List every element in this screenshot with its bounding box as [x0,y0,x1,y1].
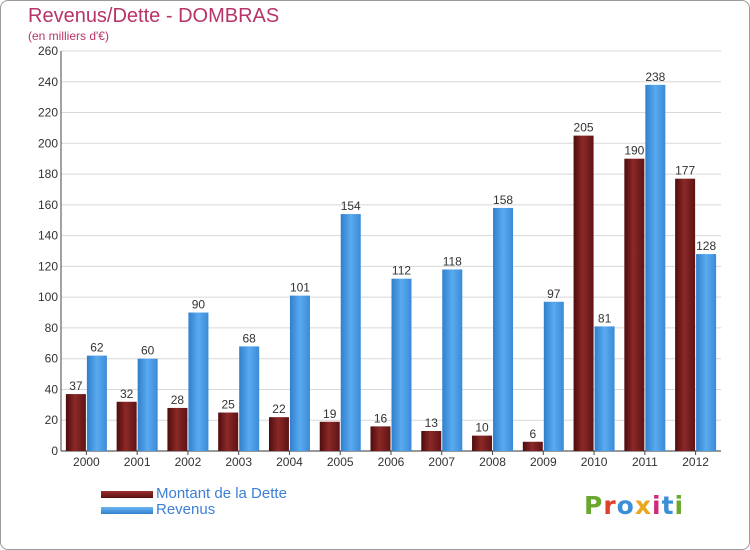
chart-subtitle: (en milliers d'€) [28,29,109,43]
bar-revenus [594,326,615,451]
logo-letter: t [661,491,675,520]
bar-dette [218,412,239,451]
x-tick-label: 2003 [225,455,252,469]
data-label: 177 [675,164,695,178]
bar-dette [522,441,543,451]
data-label: 128 [696,239,716,253]
data-label: 101 [290,281,310,295]
y-tick-label: 220 [38,106,58,120]
data-label: 13 [425,416,439,430]
bar-revenus [188,312,209,451]
data-label: 90 [192,298,206,312]
legend-label-dette: Montant de la Dette [156,485,287,502]
data-label: 81 [598,311,612,325]
x-tick-label: 2005 [327,455,354,469]
y-tick-label: 0 [51,444,58,458]
bar-revenus [137,358,158,451]
x-tick-label: 2007 [428,455,455,469]
data-label: 22 [272,402,286,416]
bar-revenus [289,295,310,451]
x-tick-label: 2010 [581,455,608,469]
y-tick-label: 200 [38,136,58,150]
x-tick-label: 2012 [682,455,709,469]
x-tick-label: 2000 [73,455,100,469]
y-tick-label: 20 [45,413,59,427]
bar-dette [370,426,391,451]
proxiti-logo: Proxiti [584,491,684,520]
data-label: 118 [443,254,462,268]
y-tick-label: 260 [38,44,58,58]
data-label: 97 [547,287,561,301]
bar-revenus [391,278,412,451]
data-label: 16 [374,411,388,425]
logo-letter: P [584,491,604,520]
data-label: 25 [222,398,236,412]
bar-revenus [696,254,717,451]
data-label: 68 [243,331,257,345]
x-tick-label: 2011 [632,455,658,469]
y-tick-label: 140 [38,229,58,243]
y-tick-label: 40 [45,382,59,396]
data-label: 6 [529,427,536,441]
bar-dette [472,435,493,451]
bar-revenus [86,355,107,451]
bar-dette [167,407,188,451]
logo-letter: o [616,491,635,520]
y-tick-label: 100 [38,290,58,304]
logo-letter: r [603,491,617,520]
data-label: 32 [120,387,134,401]
bar-revenus [645,84,666,451]
y-tick-label: 120 [38,259,58,273]
bar-revenus [493,207,514,451]
y-tick-label: 60 [45,352,59,366]
x-tick-label: 2006 [378,455,405,469]
y-tick-label: 180 [38,167,58,181]
legend-swatch-revenus [101,507,153,514]
data-label: 19 [323,407,337,421]
data-label: 112 [392,264,411,278]
logo-letter: i [652,491,662,520]
data-label: 205 [574,121,594,135]
bar-revenus [239,346,260,451]
logo-letter: x [634,491,652,520]
x-tick-label: 2009 [530,455,557,469]
bar-dette [319,421,340,451]
bar-revenus [340,214,361,451]
x-tick-label: 2008 [479,455,506,469]
bar-dette [675,178,696,451]
data-label: 158 [493,193,513,207]
bar-dette [421,431,442,451]
data-label: 28 [171,393,185,407]
data-label: 10 [475,421,489,435]
data-label: 154 [341,199,361,213]
bar-dette [624,158,645,451]
bar-revenus [442,269,463,451]
x-tick-label: 2001 [124,455,151,469]
bar-dette [268,417,289,451]
data-label: 190 [624,144,644,158]
data-label: 238 [645,70,665,84]
bar-dette [573,135,594,451]
y-tick-label: 160 [38,198,58,212]
bar-dette [116,401,137,451]
bar-revenus [543,301,564,451]
y-tick-label: 240 [38,75,58,89]
x-tick-label: 2004 [276,455,303,469]
data-label: 37 [69,379,83,393]
legend-label-revenus: Revenus [156,501,216,518]
data-label: 60 [141,344,155,358]
legend-swatch-dette [101,491,153,498]
x-tick-label: 2002 [175,455,202,469]
logo-letter: i [674,491,685,520]
data-label: 62 [90,341,104,355]
chart-title: Revenus/Dette - DOMBRAS [28,5,280,27]
y-tick-label: 80 [45,321,59,335]
bar-dette [65,394,86,451]
